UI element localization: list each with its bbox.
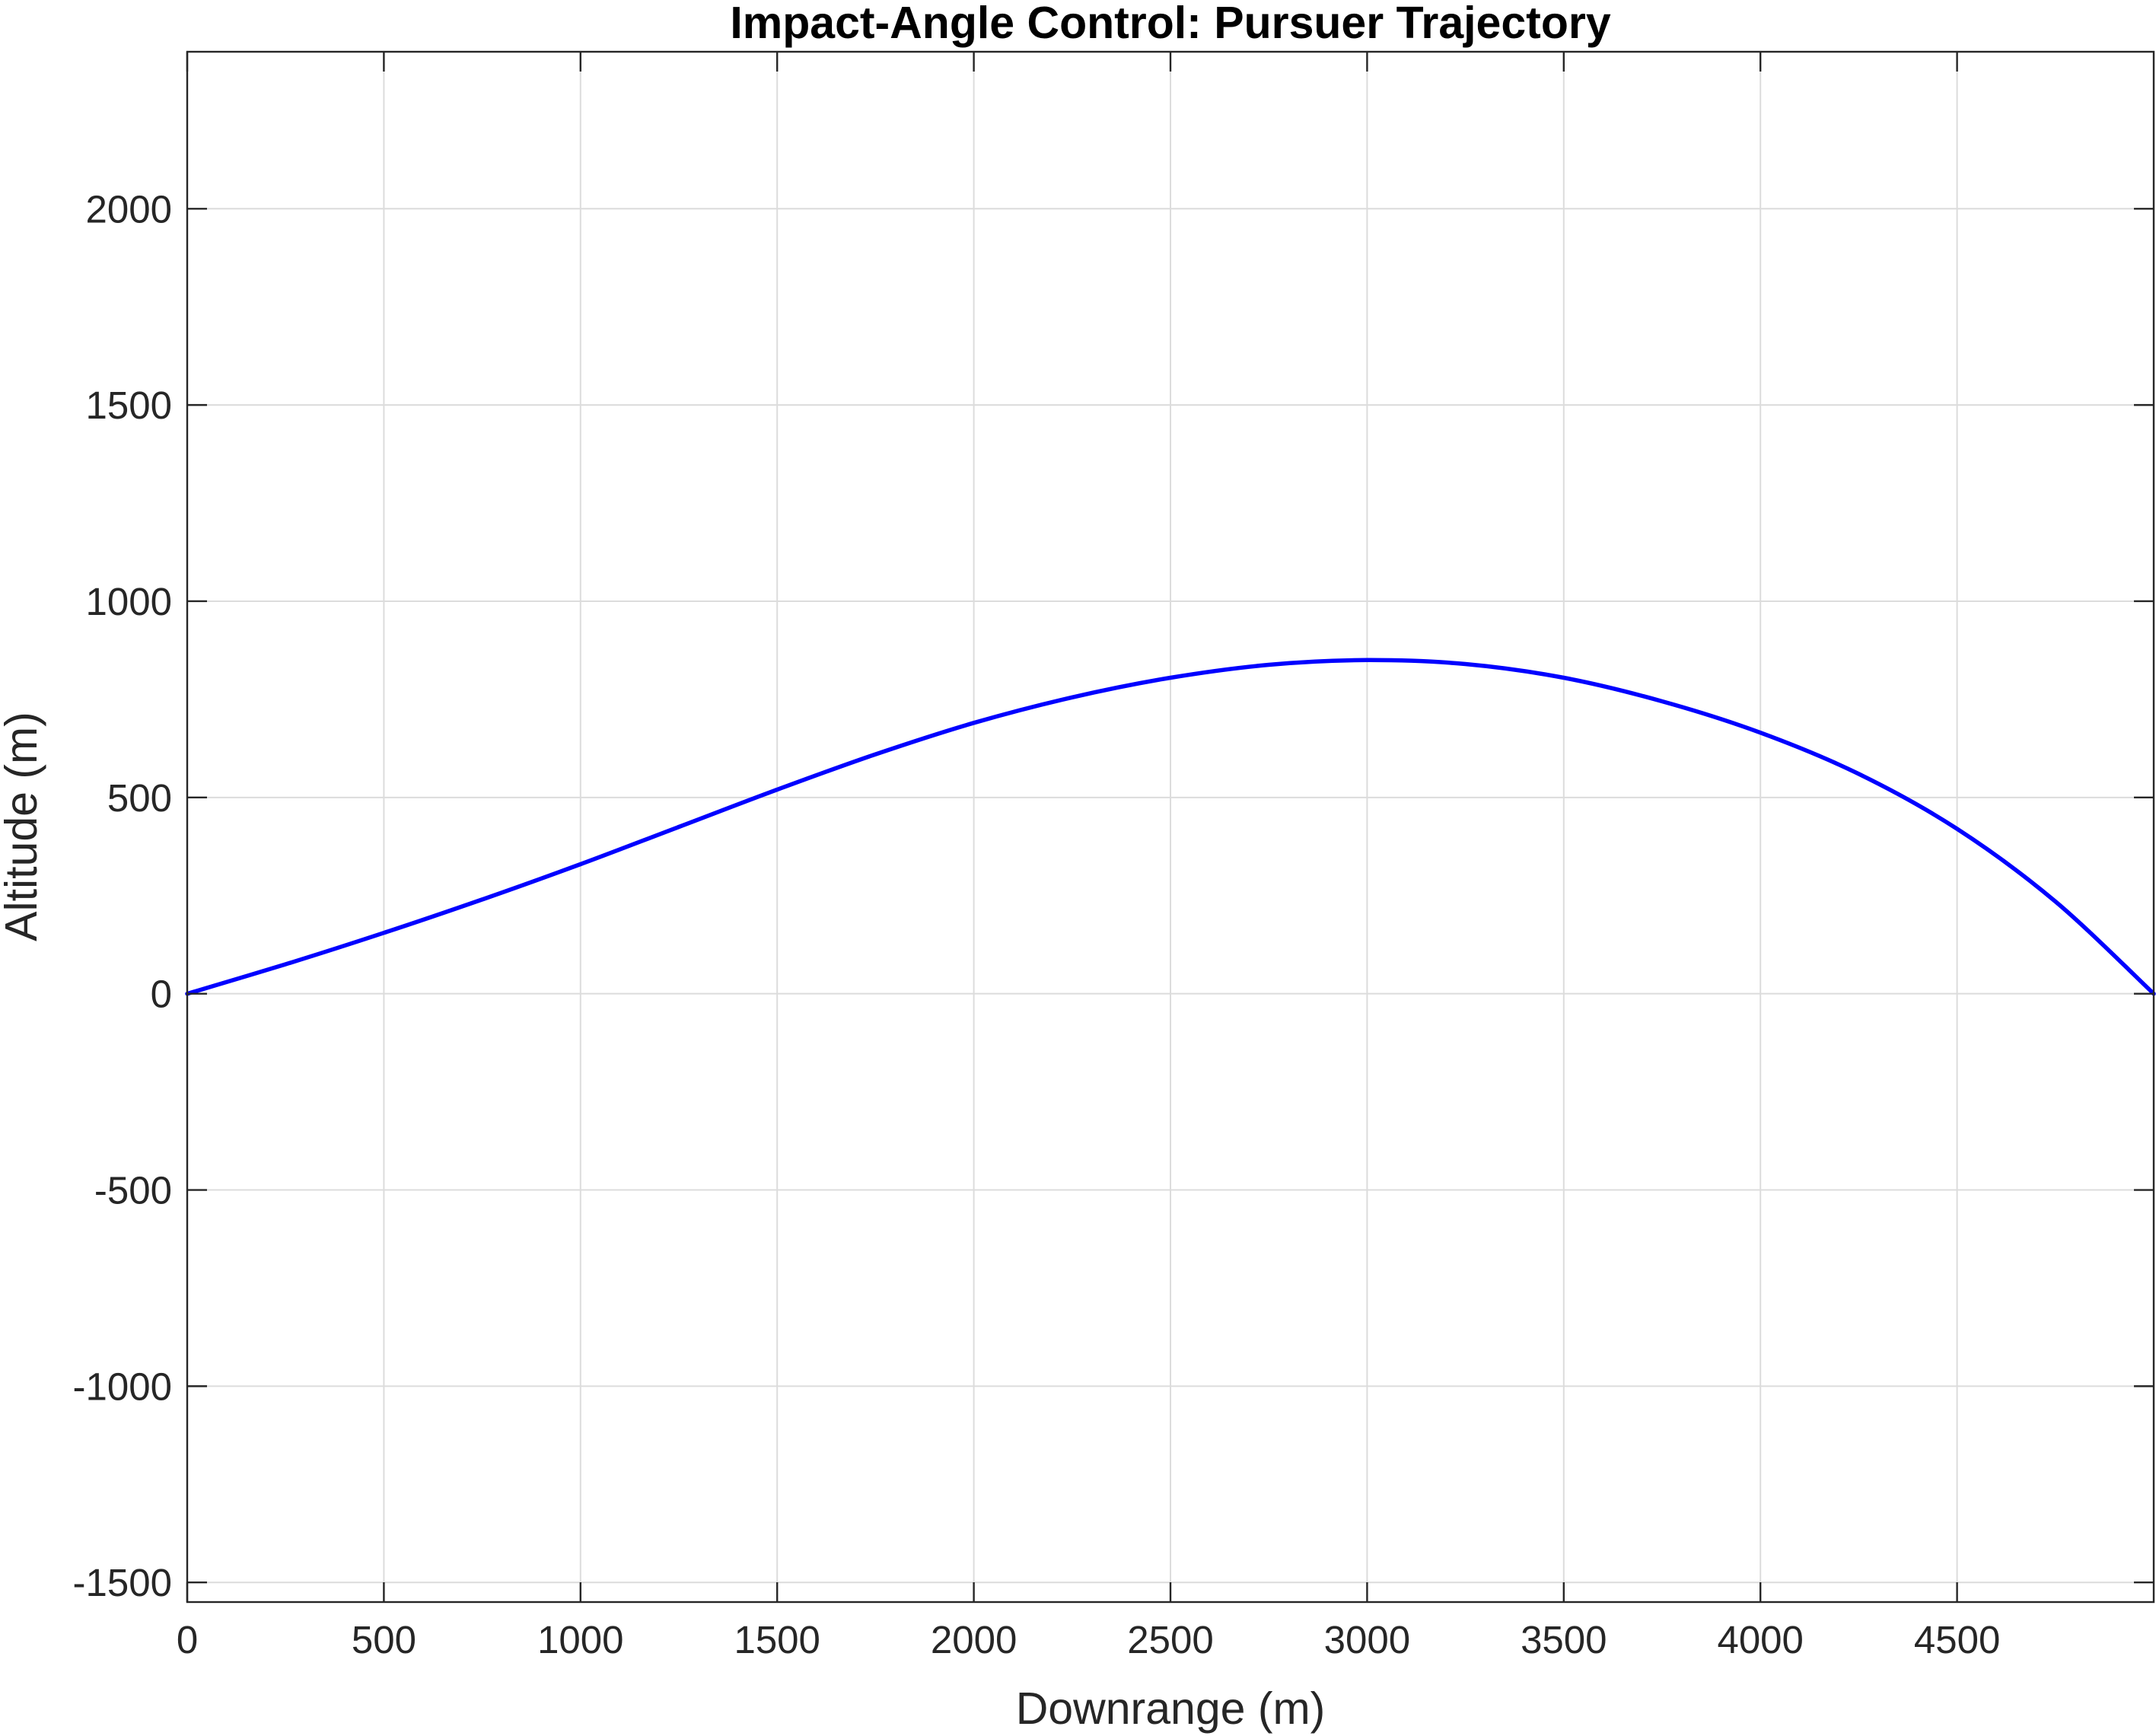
x-tick-label: 4000 (1717, 1618, 1803, 1661)
x-tick-label: 2500 (1127, 1618, 1213, 1661)
y-tick-label: -1500 (73, 1561, 172, 1604)
chart-title: Impact-Angle Control: Pursuer Trajectory (730, 0, 1610, 48)
x-tick-label: 2000 (931, 1618, 1017, 1661)
y-tick-label: 1500 (86, 384, 172, 427)
y-ticks: -1500 -1000 -500 0 500 1000 1500 2000 (73, 187, 2154, 1604)
x-ticks: 0 500 1000 1500 2000 2500 3000 3500 4000 4500 (177, 52, 2000, 1661)
x-tick-label: 1500 (734, 1618, 820, 1661)
y-tick-label: -1000 (73, 1365, 172, 1408)
x-tick-label: 0 (177, 1618, 198, 1661)
x-tick-label: 500 (352, 1618, 416, 1661)
y-tick-label: 2000 (86, 187, 172, 231)
y-tick-label: 1000 (86, 580, 172, 623)
x-tick-label: 3000 (1324, 1618, 1410, 1661)
y-axis-title: Altitude (m) (0, 712, 46, 941)
x-tick-label: 3500 (1521, 1618, 1607, 1661)
y-tick-label: 500 (107, 776, 172, 820)
trajectory-line (185, 658, 2156, 996)
y-tick-label: 0 (151, 973, 172, 1016)
x-axis-title: Downrange (m) (1016, 1683, 1326, 1734)
series-layer (185, 658, 2156, 996)
x-tick-label: 1000 (537, 1618, 623, 1661)
y-tick-label: -500 (94, 1169, 172, 1212)
x-tick-label: 4500 (1914, 1618, 2000, 1661)
